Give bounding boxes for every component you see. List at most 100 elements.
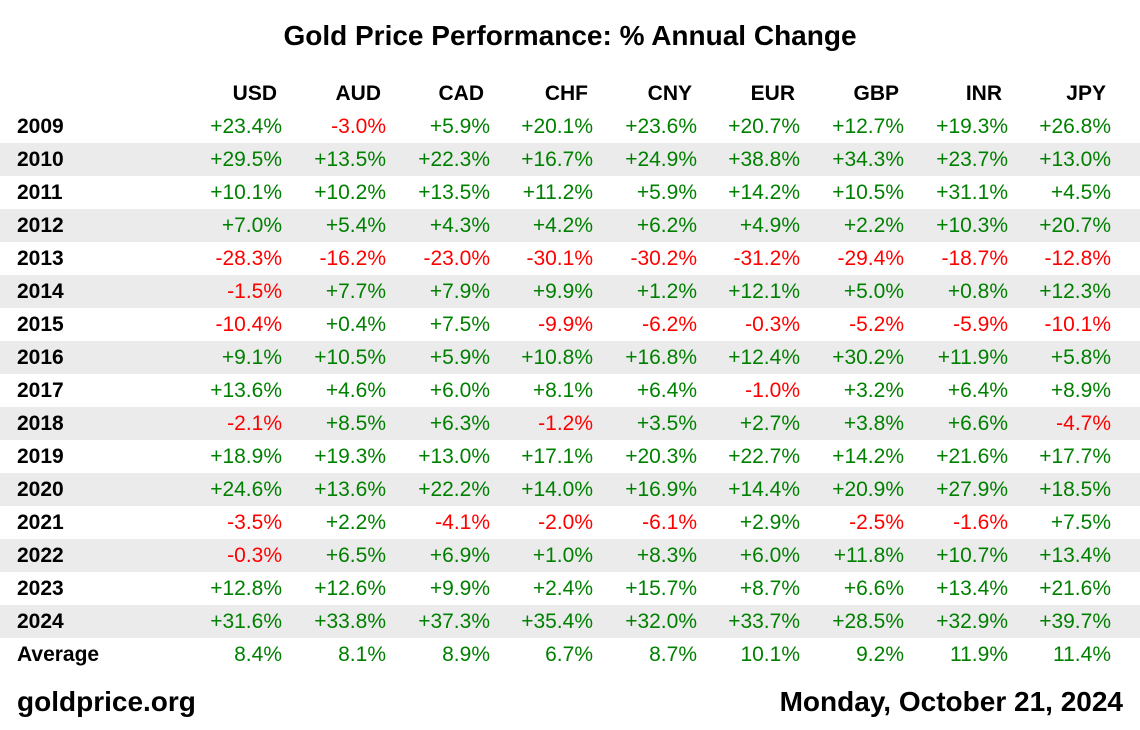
header-row: USD AUD CAD CHF CNY EUR GBP INR JPY [0, 77, 1140, 110]
table-cell: -2.1% [227, 412, 282, 435]
row-label: 2019 [17, 445, 64, 468]
table-cell: +13.5% [314, 148, 386, 171]
row-label: 2014 [17, 280, 64, 303]
table-cell: -6.1% [642, 511, 697, 534]
row-label: 2010 [17, 148, 64, 171]
table-cell: +21.6% [936, 445, 1008, 468]
table-row: 2021 -3.5% +2.2% -4.1% -2.0% -6.1% +2.9% -2.5% -… [0, 506, 1140, 539]
row-label: 2013 [17, 247, 64, 270]
table-cell: +6.0% [429, 379, 490, 402]
table-cell: +1.0% [532, 544, 593, 567]
table-row: 2017 +13.6% +4.6% +6.0% +8.1% +6.4% -1.0% +3.2%… [0, 374, 1140, 407]
table-cell: +22.7% [728, 445, 800, 468]
table-cell: +1.2% [636, 280, 697, 303]
row-label: 2015 [17, 313, 64, 336]
table-cell: +31.6% [210, 610, 282, 633]
table-cell: +21.6% [1039, 577, 1111, 600]
table-cell: +27.9% [936, 478, 1008, 501]
table-cell: +0.4% [325, 313, 386, 336]
table-cell: +24.9% [625, 148, 697, 171]
table-cell: 8.7% [649, 643, 697, 666]
table-cell: -1.5% [227, 280, 282, 303]
table-cell: +22.2% [418, 478, 490, 501]
table-cell: 10.1% [740, 643, 800, 666]
table-cell: +6.6% [843, 577, 904, 600]
table-cell: -3.5% [227, 511, 282, 534]
table-cell: -0.3% [745, 313, 800, 336]
table-cell: -31.2% [733, 247, 800, 270]
table-row: 2015 -10.4% +0.4% +7.5% -9.9% -6.2% -0.3% -5.2%… [0, 308, 1140, 341]
table-cell: 11.4% [1053, 643, 1111, 666]
table-cell: +8.9% [1050, 379, 1111, 402]
table-cell: +33.7% [728, 610, 800, 633]
table-cell: +10.8% [521, 346, 593, 369]
table-cell: -10.1% [1044, 313, 1111, 336]
table-cell: +10.5% [832, 181, 904, 204]
table-cell: +14.0% [521, 478, 593, 501]
table-cell: +10.5% [314, 346, 386, 369]
table-cell: +14.2% [728, 181, 800, 204]
row-label: 2024 [17, 610, 64, 633]
table-cell: +6.4% [636, 379, 697, 402]
table-cell: +19.3% [936, 115, 1008, 138]
table-cell: +4.3% [429, 214, 490, 237]
table-cell: +39.7% [1039, 610, 1111, 633]
table-cell: +37.3% [418, 610, 490, 633]
table-cell: -12.8% [1044, 247, 1111, 270]
table-row: 2018 -2.1% +8.5% +6.3% -1.2% +3.5% +2.7% +3.8% +… [0, 407, 1140, 440]
table-cell: -3.0% [331, 115, 386, 138]
row-label: 2012 [17, 214, 64, 237]
table-cell: +5.0% [843, 280, 904, 303]
table-cell: +16.9% [625, 478, 697, 501]
table-cell: 9.2% [856, 643, 904, 666]
table-cell: +11.9% [937, 346, 1008, 369]
table-cell: -1.0% [745, 379, 800, 402]
table-row: 2010 +29.5% +13.5% +22.3% +16.7% +24.9% +38.8%… [0, 143, 1140, 176]
table-cell: +10.3% [936, 214, 1008, 237]
table-cell: -2.0% [538, 511, 593, 534]
table-cell: +2.9% [739, 511, 800, 534]
table-cell: +6.6% [947, 412, 1008, 435]
table-cell: +8.7% [739, 577, 800, 600]
table-row: 2012 +7.0% +5.4% +4.3% +4.2% +6.2% +4.9% +2.2% +… [0, 209, 1140, 242]
table-cell: 6.7% [545, 643, 593, 666]
table-cell: +20.7% [1039, 214, 1111, 237]
table-cell: +12.8% [210, 577, 282, 600]
table-cell: -9.9% [538, 313, 593, 336]
table-cell: +10.7% [936, 544, 1008, 567]
table-cell: -29.4% [837, 247, 904, 270]
table-cell: +20.7% [728, 115, 800, 138]
table-cell: -5.2% [849, 313, 904, 336]
table-cell: +12.1% [728, 280, 800, 303]
table-cell: +32.9% [936, 610, 1008, 633]
table-row: 2023 +12.8% +12.6% +9.9% +2.4% +15.7% +8.7% +6.… [0, 572, 1140, 605]
table-cell: +13.6% [210, 379, 282, 402]
table-row: 2024 +31.6% +33.8% +37.3% +35.4% +32.0% +33.7%… [0, 605, 1140, 638]
table-cell: +20.1% [521, 115, 593, 138]
table-cell: +3.2% [843, 379, 904, 402]
table-cell: +29.5% [210, 148, 282, 171]
table-cell: +12.4% [728, 346, 800, 369]
row-label: 2022 [17, 544, 64, 567]
row-label: 2018 [17, 412, 64, 435]
row-label: 2023 [17, 577, 64, 600]
table-cell: +14.4% [728, 478, 800, 501]
table-row: 2016 +9.1% +10.5% +5.9% +10.8% +16.8% +12.4% +3… [0, 341, 1140, 374]
row-label: 2021 [17, 511, 64, 534]
table-cell: +7.5% [429, 313, 490, 336]
table-cell: +18.9% [210, 445, 282, 468]
table-cell: +4.6% [325, 379, 386, 402]
table-cell: 8.1% [338, 643, 386, 666]
table-cell: +4.9% [739, 214, 800, 237]
table-row: 2013 -28.3% -16.2% -23.0% -30.1% -30.2% -31.2%… [0, 242, 1140, 275]
table-cell: +4.5% [1050, 181, 1111, 204]
column-header-cad: CAD [438, 82, 485, 105]
table-cell: -4.1% [435, 511, 490, 534]
table-cell: +8.5% [325, 412, 386, 435]
table-cell: +22.3% [418, 148, 490, 171]
table-row: 2014 -1.5% +7.7% +7.9% +9.9% +1.2% +12.1% +5.0%… [0, 275, 1140, 308]
table-cell: +34.3% [832, 148, 904, 171]
row-label: 2009 [17, 115, 64, 138]
table-cell: +5.9% [429, 115, 490, 138]
table-cell: -2.5% [849, 511, 904, 534]
